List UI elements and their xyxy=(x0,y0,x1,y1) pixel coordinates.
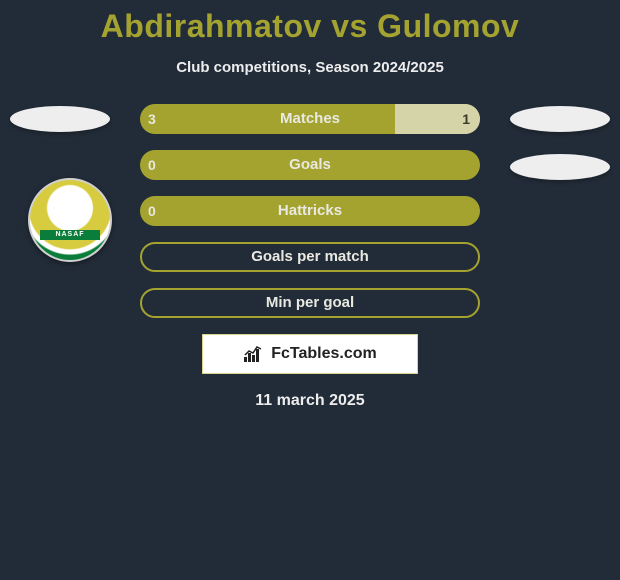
stat-label: Goals per match xyxy=(142,242,478,272)
stat-row-goals: 0 Goals xyxy=(0,150,620,180)
bar-chart-icon xyxy=(243,345,265,363)
date-text: 11 march 2025 xyxy=(0,392,620,410)
logo-text: FcTables.com xyxy=(271,345,377,363)
bar-gpm: Goals per match xyxy=(140,242,480,272)
source-logo[interactable]: FcTables.com xyxy=(202,334,418,374)
bar-mpg: Min per goal xyxy=(140,288,480,318)
stat-label: Goals xyxy=(140,150,480,180)
stat-label: Hattricks xyxy=(140,196,480,226)
page-subtitle: Club competitions, Season 2024/2025 xyxy=(0,59,620,76)
bar-matches: 3 Matches 1 xyxy=(140,104,480,134)
stat-row-gpm: Goals per match xyxy=(0,242,620,272)
stat-right-value: 1 xyxy=(462,104,470,134)
stat-label: Matches xyxy=(140,104,480,134)
page-title: Abdirahmatov vs Gulomov xyxy=(0,8,620,45)
stat-row-hattricks: 0 Hattricks xyxy=(0,196,620,226)
bar-hattricks: 0 Hattricks xyxy=(140,196,480,226)
stat-row-matches: 3 Matches 1 xyxy=(0,104,620,134)
stat-row-mpg: Min per goal xyxy=(0,288,620,318)
crest-band-text: NASAF xyxy=(40,230,100,240)
stat-label: Min per goal xyxy=(142,288,478,318)
comparison-panel: NASAF 3 Matches 1 0 Goals 0 Hattricks Go… xyxy=(0,104,620,410)
bar-goals: 0 Goals xyxy=(140,150,480,180)
